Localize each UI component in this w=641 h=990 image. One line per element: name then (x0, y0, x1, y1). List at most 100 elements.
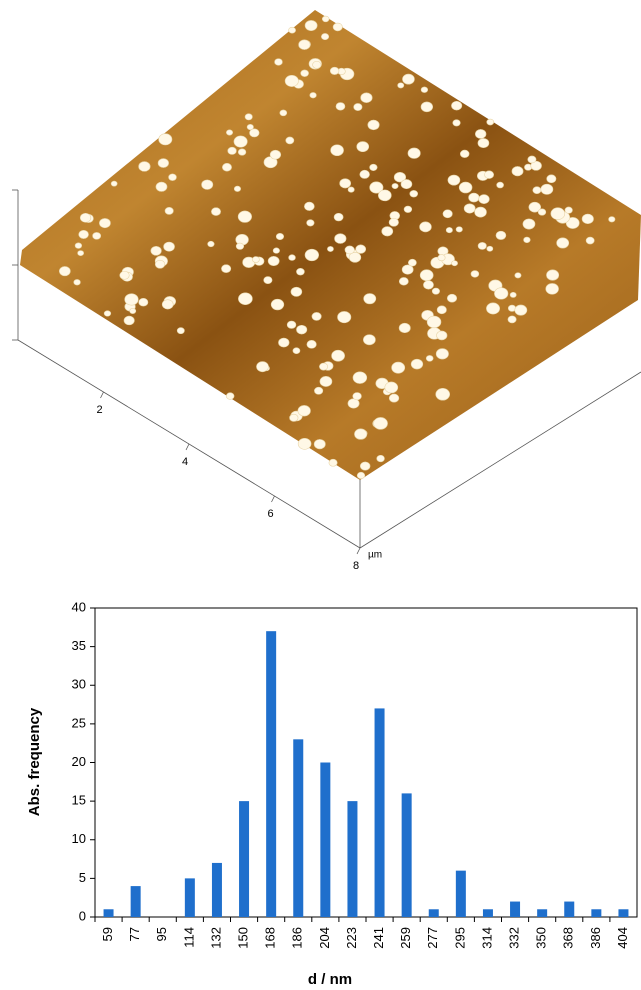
particle (388, 393, 400, 403)
particle (263, 276, 273, 284)
particle (470, 270, 480, 278)
bar (266, 631, 277, 917)
particle (585, 236, 595, 245)
particle (221, 264, 232, 273)
particle (233, 185, 241, 192)
particle (436, 330, 448, 341)
particle (304, 248, 319, 262)
x-tick-label: 404 (615, 927, 630, 949)
particle (158, 133, 173, 146)
x-tick-label: 132 (208, 927, 223, 949)
bar (591, 909, 602, 917)
particle (79, 212, 92, 223)
x-tick-label: 368 (561, 927, 576, 949)
x-tick-label: 204 (317, 927, 332, 949)
particle (530, 160, 542, 171)
particle (288, 26, 296, 34)
y-tick-label: 40 (72, 599, 86, 614)
particle (537, 208, 547, 216)
plot-frame (94, 607, 638, 918)
particle (355, 244, 367, 254)
particle (486, 118, 495, 126)
bar (211, 862, 222, 917)
particle (333, 212, 344, 222)
x-tick-label: 77 (127, 927, 142, 941)
particle (227, 146, 237, 155)
particle (369, 181, 384, 194)
particle (328, 458, 338, 467)
particle (402, 73, 415, 85)
particle (296, 268, 305, 276)
particle (129, 308, 137, 314)
particle (237, 148, 247, 156)
x-tick-label: 314 (479, 927, 494, 949)
y-tick-label: 35 (72, 638, 86, 653)
particle (436, 305, 447, 315)
particle (360, 92, 373, 103)
x-tick-label: 4 (182, 456, 188, 468)
bar (455, 870, 466, 917)
particle (419, 221, 432, 233)
particle (452, 119, 461, 127)
particle (201, 179, 214, 190)
particle (437, 254, 446, 262)
unit-label: µm (368, 550, 382, 561)
particle (157, 158, 169, 168)
x-tick-label: 259 (398, 927, 413, 949)
particle (373, 417, 388, 430)
particle (496, 181, 504, 189)
particle (564, 206, 573, 214)
bar (320, 762, 331, 917)
particle (327, 246, 334, 252)
x-tick-label: 150 (235, 927, 250, 949)
particle (267, 256, 280, 267)
particle (103, 310, 112, 317)
particle (608, 216, 616, 223)
particle (274, 58, 283, 66)
particle (306, 340, 317, 349)
bar (618, 909, 629, 917)
y-tick-label: 5 (79, 870, 86, 885)
particle (110, 180, 118, 187)
particle (494, 287, 509, 300)
particle (319, 376, 333, 387)
x-tick-label: 223 (344, 927, 359, 949)
particle (495, 230, 507, 240)
particle (446, 293, 458, 303)
particle (279, 109, 288, 117)
particle (344, 245, 355, 255)
bar (374, 708, 385, 917)
bar (347, 801, 358, 917)
particle (486, 245, 494, 252)
particle (426, 315, 442, 329)
particle (435, 388, 450, 401)
bar (130, 886, 141, 917)
bar (103, 909, 114, 917)
particle (507, 315, 517, 324)
particle (514, 304, 528, 316)
particle (59, 266, 71, 277)
particle (150, 246, 162, 256)
particle (330, 144, 344, 157)
particle (286, 320, 297, 329)
particle (331, 349, 345, 362)
x-tick-label: 295 (452, 927, 467, 949)
particle (545, 283, 559, 295)
particle (528, 201, 541, 213)
particle (237, 210, 252, 223)
particle (297, 437, 312, 450)
particle (163, 241, 175, 252)
particle (275, 233, 285, 241)
y-tick-label: 10 (72, 831, 86, 846)
surface (20, 10, 641, 480)
y-tick-label: 30 (72, 677, 86, 692)
particle (226, 129, 234, 136)
particle (408, 258, 417, 267)
particle (353, 103, 363, 111)
particle (352, 392, 362, 401)
bar (482, 909, 493, 917)
particle (335, 102, 346, 111)
x-tick-label: 186 (290, 927, 305, 949)
particle (290, 286, 303, 297)
